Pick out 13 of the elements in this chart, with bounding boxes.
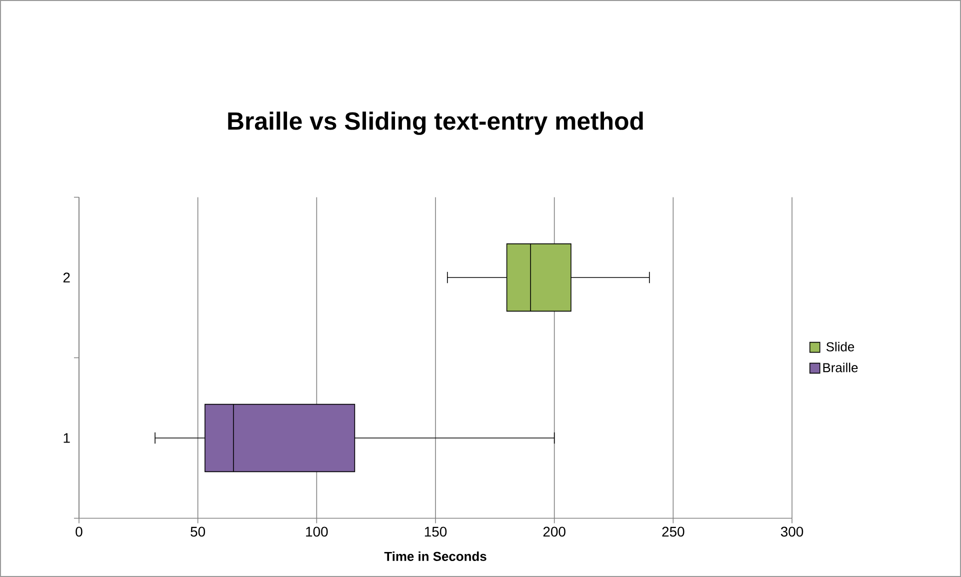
x-tick-label: 100 [306, 526, 328, 537]
x-tick-label: 250 [662, 526, 684, 537]
y-tick-label: 2 [63, 272, 70, 282]
x-tick-label: 50 [190, 526, 206, 537]
legend-label: Braille [823, 362, 858, 372]
x-tick-label: 0 [76, 526, 82, 537]
chart-title: Braille vs Sliding text-entry method [228, 112, 643, 135]
x-axis-title: Time in Seconds [384, 551, 486, 561]
x-tick-label: 300 [780, 526, 804, 537]
y-tick-label: 1 [64, 433, 70, 443]
x-tick-label: 200 [543, 526, 566, 537]
legend-label: Slide [826, 342, 854, 352]
x-tick-label: 150 [424, 526, 447, 537]
